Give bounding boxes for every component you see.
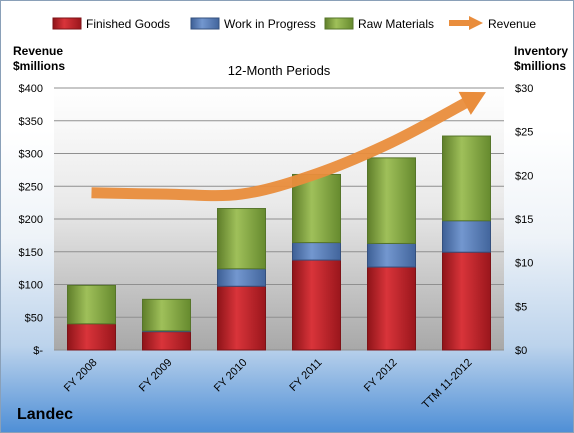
x-tick-label: FY 2009: [137, 357, 175, 395]
left-tick-label: $50: [25, 312, 43, 324]
chart-title: 12-Month Periods: [228, 63, 331, 78]
bar-work-in-progress-fy-2012: [367, 242, 416, 268]
left-axis-label-line2: $millions: [13, 59, 65, 73]
revenue-line: [91, 97, 470, 202]
legend-swatch-finished-goods: [52, 17, 82, 30]
legend-item-work-in-progress[interactable]: Work in Progress: [190, 17, 316, 31]
x-tick-label: FY 2012: [362, 357, 400, 395]
legend-item-revenue[interactable]: Revenue: [449, 16, 536, 31]
legend-swatch-revenue-arrow: [469, 16, 483, 30]
bar-work-in-progress-fy-2011: [292, 242, 341, 261]
bar-work-in-progress-fy-2010: [217, 268, 266, 287]
legend-item-finished-goods[interactable]: Finished Goods: [52, 17, 170, 31]
bar-raw-materials-fy-2010: [217, 208, 266, 270]
left-tick-label: $200: [19, 214, 43, 226]
company-name: Landec: [17, 406, 73, 423]
x-tick-label: FY 2011: [287, 357, 324, 394]
bar-raw-materials-fy-2012: [367, 157, 416, 244]
bar-raw-materials-fy-2008: [67, 284, 116, 325]
legend-label-finished-goods: Finished Goods: [86, 17, 170, 31]
bar-work-in-progress-ttm-11-2012: [442, 220, 491, 253]
bar-finished-goods-fy-2011: [292, 259, 341, 351]
left-tick-label: $-: [33, 345, 43, 357]
left-tick-label: $100: [19, 280, 43, 292]
bar-finished-goods-ttm-11-2012: [442, 251, 491, 351]
right-tick-label: $25: [515, 127, 533, 139]
legend: Finished Goods Work in Progress Raw Mate…: [52, 16, 536, 31]
left-tick-label: $300: [19, 149, 43, 161]
x-tick-label: TTM 11-2012: [420, 357, 475, 412]
left-axis-label-line1: Revenue: [13, 44, 63, 58]
bar-finished-goods-fy-2009: [142, 331, 191, 351]
right-tick-label: $15: [515, 214, 533, 226]
right-tick-label: $10: [515, 258, 533, 270]
legend-label-revenue: Revenue: [488, 17, 536, 31]
left-tick-label: $400: [19, 83, 43, 95]
right-tick-label: $0: [515, 345, 527, 357]
left-tick-label: $350: [19, 116, 43, 128]
right-axis-label-line2: $millions: [514, 59, 566, 73]
right-axis-label-line1: Inventory: [514, 44, 568, 58]
bar-finished-goods-fy-2010: [217, 285, 266, 351]
legend-swatch-work-in-progress: [190, 17, 220, 30]
bar-raw-materials-fy-2009: [142, 298, 191, 332]
left-tick-label: $150: [19, 247, 43, 259]
revenue-arrowhead: [458, 91, 486, 115]
right-tick-label: $5: [515, 301, 527, 313]
x-tick-label: FY 2010: [212, 357, 250, 395]
bar-finished-goods-fy-2008: [67, 323, 116, 351]
bar-finished-goods-fy-2012: [367, 266, 416, 351]
left-tick-label: $250: [19, 181, 43, 193]
legend-label-raw-materials: Raw Materials: [358, 17, 434, 31]
legend-swatch-raw-materials: [324, 17, 354, 30]
right-tick-label: $30: [515, 83, 533, 95]
bar-raw-materials-ttm-11-2012: [442, 135, 491, 222]
legend-item-raw-materials[interactable]: Raw Materials: [324, 17, 434, 31]
legend-label-work-in-progress: Work in Progress: [224, 17, 316, 31]
right-tick-label: $20: [515, 170, 533, 182]
x-tick-label: FY 2008: [62, 357, 100, 395]
